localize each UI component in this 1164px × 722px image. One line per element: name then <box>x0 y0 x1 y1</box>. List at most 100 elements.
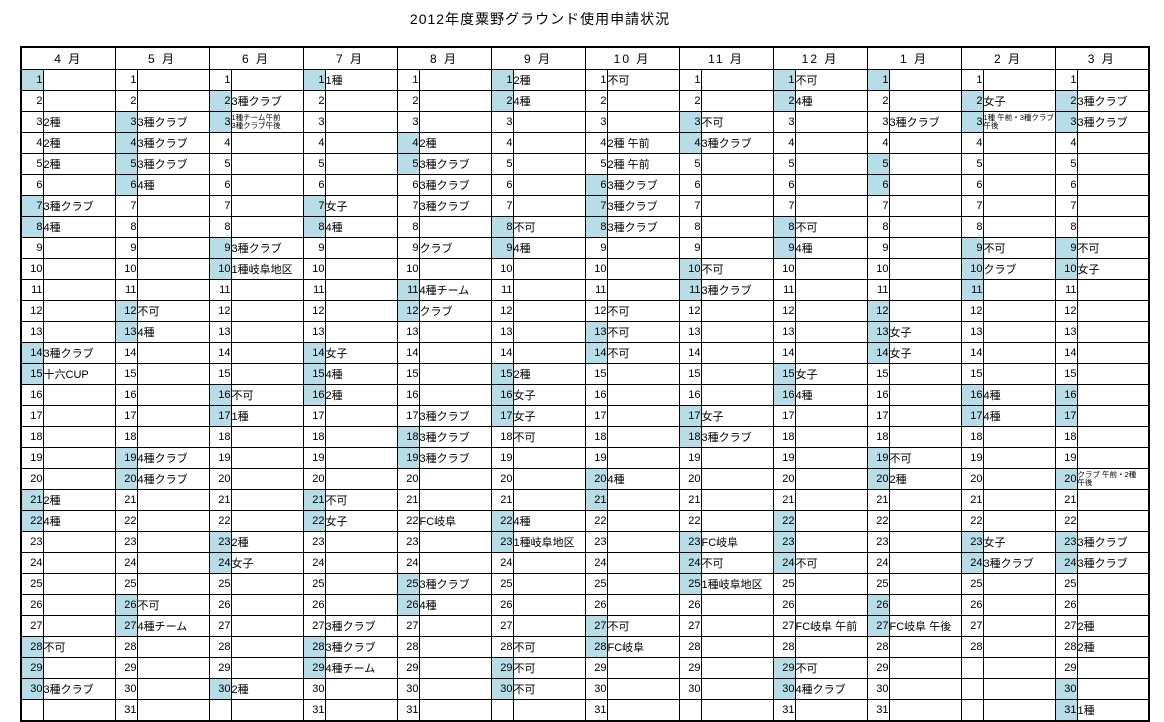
reservation-entry-cell: 4種 <box>324 216 398 238</box>
reservation-entry-cell <box>700 321 774 343</box>
day-number-cell: 25 <box>772 573 796 595</box>
day-number-cell: 28 <box>678 636 702 658</box>
day-number-cell: 18 <box>20 426 44 448</box>
reservation-entry-cell <box>230 573 304 595</box>
day-number-cell: 8 <box>960 216 984 238</box>
day-number-cell: 17 <box>396 405 420 427</box>
reservation-entry-cell <box>1076 195 1150 217</box>
day-number-cell: 20 <box>396 468 420 490</box>
calendar-row: 17 17 17 1種 17 17 3種クラブ 17 女子 17 17 女子 17 17 17 4種 17 <box>20 405 1150 427</box>
day-number-cell: 18 <box>302 426 326 448</box>
day-number-cell: 22 <box>208 510 232 532</box>
reservation-entry-cell <box>42 300 116 322</box>
reservation-entry-cell: 2種 <box>512 69 586 91</box>
reservation-entry-cell: 3種クラブ <box>1076 531 1150 553</box>
reservation-entry-cell <box>512 615 586 637</box>
reservation-entry-cell <box>606 258 680 280</box>
day-number-cell: 30 <box>208 678 232 700</box>
day-number-cell: 22 <box>1054 510 1078 532</box>
day-number-cell: 30 <box>396 678 420 700</box>
reservation-entry-cell <box>700 363 774 385</box>
day-number-cell: 26 <box>20 594 44 616</box>
day-number-cell: 6 <box>20 174 44 196</box>
reservation-entry-cell <box>136 216 210 238</box>
day-number-cell: 4 <box>584 132 608 154</box>
reservation-entry-cell <box>324 426 398 448</box>
day-number-cell: 10 <box>396 258 420 280</box>
reservation-entry-cell <box>888 258 962 280</box>
reservation-entry-cell <box>1076 510 1150 532</box>
reservation-entry-cell <box>42 426 116 448</box>
day-number-cell: 30 <box>678 678 702 700</box>
day-number-cell: 28 <box>584 636 608 658</box>
reservation-entry-cell: 2種 <box>42 153 116 175</box>
calendar-row: 24 24 24 女子 24 24 24 24 24 不可 24 不可 24 24 3種クラブ 24 3種クラブ <box>20 552 1150 574</box>
reservation-entry-cell <box>42 468 116 490</box>
reservation-entry-cell <box>136 195 210 217</box>
reservation-entry-cell <box>1076 573 1150 595</box>
reservation-entry-cell <box>324 573 398 595</box>
day-number-cell: 22 <box>678 510 702 532</box>
reservation-entry-cell <box>418 384 492 406</box>
reservation-entry-cell <box>136 678 210 700</box>
reservation-entry-cell <box>606 447 680 469</box>
reservation-entry-cell: 2種 午前 <box>606 132 680 154</box>
reservation-entry-cell <box>512 468 586 490</box>
day-number-cell: 7 <box>396 195 420 217</box>
day-number-cell: 19 <box>584 447 608 469</box>
reservation-entry-cell <box>794 321 868 343</box>
reservation-entry-cell: 女子 <box>982 90 1056 112</box>
reservation-entry-cell <box>324 468 398 490</box>
reservation-entry-cell: 3種クラブ <box>324 636 398 658</box>
reservation-entry-cell <box>42 405 116 427</box>
reservation-entry-cell: 1種 <box>230 405 304 427</box>
reservation-entry-cell <box>700 636 774 658</box>
reservation-entry-cell: 2種 <box>1076 636 1150 658</box>
reservation-entry-cell <box>1076 174 1150 196</box>
reservation-entry-cell <box>700 615 774 637</box>
reservation-entry-cell <box>982 594 1056 616</box>
reservation-entry-cell <box>606 573 680 595</box>
day-number-cell: 15 <box>302 363 326 385</box>
reservation-entry-cell <box>888 552 962 574</box>
day-number-cell: 11 <box>208 279 232 301</box>
reservation-entry-cell: 4種 <box>794 237 868 259</box>
reservation-entry-cell: 3種クラブ <box>888 111 962 133</box>
day-number-cell: 6 <box>302 174 326 196</box>
reservation-entry-cell <box>512 195 586 217</box>
day-number-cell: 14 <box>114 342 138 364</box>
day-number-cell: 8 <box>584 216 608 238</box>
reservation-entry-cell <box>982 300 1056 322</box>
reservation-entry-cell <box>700 153 774 175</box>
day-number-cell: 7 <box>772 195 796 217</box>
day-number-cell: 21 <box>396 489 420 511</box>
reservation-entry-cell <box>1076 426 1150 448</box>
reservation-entry-cell: 3種クラブ <box>700 132 774 154</box>
reservation-entry-cell <box>888 384 962 406</box>
reservation-entry-cell <box>42 573 116 595</box>
reservation-entry-cell <box>42 384 116 406</box>
reservation-entry-cell <box>794 594 868 616</box>
day-number-cell: 17 <box>866 405 890 427</box>
reservation-entry-cell: 女子 <box>888 321 962 343</box>
calendar-row: 13 13 4種 13 13 13 13 13 不可 13 13 13 女子 13 13 <box>20 321 1150 343</box>
day-number-cell: 7 <box>1054 195 1078 217</box>
calendar-row: 10 10 10 1種岐阜地区 10 10 10 10 10 不可 10 10 10 クラブ 10 女子 <box>20 258 1150 280</box>
reservation-entry-cell <box>982 468 1056 490</box>
reservation-entry-cell: 3種クラブ <box>418 426 492 448</box>
reservation-entry-cell <box>700 90 774 112</box>
day-number-cell: 11 <box>866 279 890 301</box>
day-number-cell: 9 <box>866 237 890 259</box>
reservation-entry-cell <box>418 489 492 511</box>
day-number-cell: 23 <box>490 531 514 553</box>
reservation-entry-cell: クラブ <box>418 300 492 322</box>
day-number-cell: 29 <box>208 657 232 679</box>
reservation-entry-cell: 3種クラブ <box>42 195 116 217</box>
reservation-entry-cell <box>888 363 962 385</box>
reservation-entry-cell <box>512 132 586 154</box>
reservation-entry-cell: 4種 <box>794 384 868 406</box>
day-number-cell: 13 <box>1054 321 1078 343</box>
day-number-cell: 10 <box>20 258 44 280</box>
reservation-entry-cell <box>512 300 586 322</box>
reservation-entry-cell <box>888 174 962 196</box>
